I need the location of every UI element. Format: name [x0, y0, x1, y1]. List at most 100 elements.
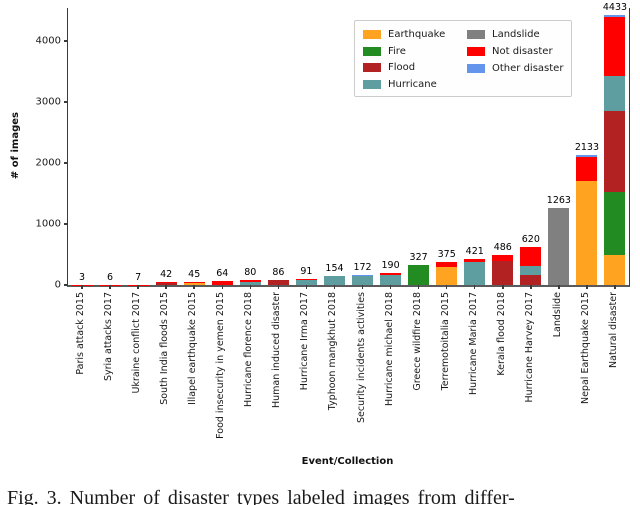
x-tick-mark: [530, 285, 532, 289]
x-tick-mark: [305, 285, 308, 289]
x-tick-mark: [586, 285, 588, 289]
bar-value-label: 4433: [602, 1, 628, 13]
bar: [239, 280, 261, 285]
bar-segment: [352, 275, 374, 285]
bar-value-label: 91: [300, 266, 313, 278]
x-tick-label: Natural disaster: [607, 292, 619, 368]
bar: [548, 207, 570, 285]
x-tick-label: Kerala flood 2018: [495, 292, 507, 376]
bar: [464, 259, 486, 285]
bar-segment: [464, 262, 486, 285]
x-tick-label: Syria attacks 2017: [103, 292, 115, 382]
x-tick-label: Typhoon mangkhut 2018: [327, 292, 339, 411]
legend-box: Earthquake Fire Flood Hurricane Landslide Not…: [354, 20, 572, 97]
bar: [352, 274, 374, 285]
bar-segment: [576, 180, 598, 285]
legend-swatch: [467, 47, 485, 56]
x-tick-label: Illapel earthquake 2015: [187, 292, 199, 405]
legend-label: Flood: [388, 62, 416, 74]
x-tick-mark: [193, 285, 195, 289]
y-tick-mark: [64, 162, 68, 164]
bar-value-label: 3: [78, 271, 86, 283]
legend-item: Landslide: [467, 28, 565, 41]
legend-column: Earthquake Fire Flood Hurricane: [363, 28, 461, 91]
x-tick-label: Security incidents activities: [355, 292, 367, 423]
x-tick-mark: [81, 285, 83, 289]
bar-segment: [604, 192, 626, 255]
x-axis-title: Event/Collection: [301, 456, 394, 467]
bar-segment: [239, 282, 261, 285]
bar-segment: [604, 75, 626, 112]
x-tick-label: Greece wildfire 2018: [411, 292, 423, 391]
bar-segment: [520, 274, 542, 285]
bar-segment: [183, 282, 205, 283]
x-tick-mark: [109, 285, 111, 289]
bar-segment: [155, 282, 177, 285]
bar-value-label: 80: [244, 267, 257, 279]
bar-segment: [380, 273, 402, 275]
bar: [436, 262, 458, 285]
legend-label: Earthquake: [388, 28, 446, 40]
x-tick-mark: [361, 285, 364, 289]
x-tick-mark: [333, 285, 336, 289]
bar-value-label: 6: [107, 271, 114, 283]
x-tick-mark: [417, 285, 420, 289]
x-tick-mark: [389, 285, 392, 289]
bar-value-label: 154: [325, 262, 344, 274]
x-tick-label: Hurricane Harvey 2017: [523, 292, 535, 403]
x-tick-mark: [614, 285, 616, 289]
bar-segment: [267, 280, 289, 285]
bar-segment: [211, 281, 233, 285]
bar-segment: [520, 265, 542, 275]
bar-segment: [380, 275, 402, 285]
bar: [211, 281, 233, 285]
y-tick-label: 4000: [35, 35, 61, 47]
x-tick-label: Paris attack 2015: [75, 292, 87, 375]
legend-label: Hurricane: [388, 79, 437, 91]
bar: [183, 282, 205, 285]
x-tick-mark: [165, 285, 167, 289]
bar: [380, 273, 402, 285]
bar-segment: [408, 265, 430, 285]
bar-value-label: 421: [465, 246, 484, 258]
bar-segment: [436, 266, 458, 285]
legend-item: Earthquake: [363, 28, 461, 41]
x-tick-mark: [502, 285, 504, 289]
legend-item: Not disaster: [467, 45, 565, 58]
bar-segment: [464, 259, 486, 263]
legend-swatch: [467, 64, 485, 73]
bar-segment: [492, 260, 514, 285]
bar-segment: [548, 207, 570, 285]
bar: [408, 265, 430, 285]
x-tick-label: Ukraine conflict 2017: [131, 292, 143, 394]
figure-caption: Fig. 3. Number of disaster types labeled…: [7, 487, 515, 505]
bar-segment: [604, 16, 626, 76]
legend-swatch: [467, 30, 485, 39]
x-tick-label: Hurricane Irma 2017: [299, 292, 311, 391]
y-tick-label: 2000: [35, 157, 61, 169]
x-tick-label: Nepal Earthquake 2015: [579, 292, 591, 405]
bar-segment: [436, 262, 458, 267]
bar-value-label: 172: [353, 261, 372, 273]
bar: [520, 247, 542, 285]
legend-label: Not disaster: [492, 46, 553, 57]
y-tick-mark: [64, 284, 68, 286]
x-tick-label: Terremotoitalia 2015: [439, 292, 451, 391]
x-tick-mark: [277, 285, 280, 289]
x-tick-mark: [445, 285, 448, 289]
bar-value-label: 327: [409, 252, 428, 264]
bar-segment: [183, 282, 205, 285]
legend-label: Other disaster: [492, 63, 564, 74]
plot-area: 0 1000 2000 3000 4000 3 6 7 42 45 64 80 86 91 154 172 19…: [36, 2, 630, 291]
bar-value-label: 86: [272, 266, 285, 278]
legend-swatch: [363, 80, 381, 90]
bar-value-label: 7: [135, 271, 142, 283]
bar: [576, 154, 598, 285]
bar-value-label: 190: [381, 260, 400, 272]
legend-swatch: [363, 29, 381, 39]
legend-swatch: [363, 63, 381, 73]
x-tick-label: Hurricane Maria 2017: [467, 292, 479, 395]
bar-value-label: 486: [493, 242, 512, 254]
legend-item: Hurricane: [363, 78, 461, 91]
bar-value-label: 45: [188, 269, 201, 281]
